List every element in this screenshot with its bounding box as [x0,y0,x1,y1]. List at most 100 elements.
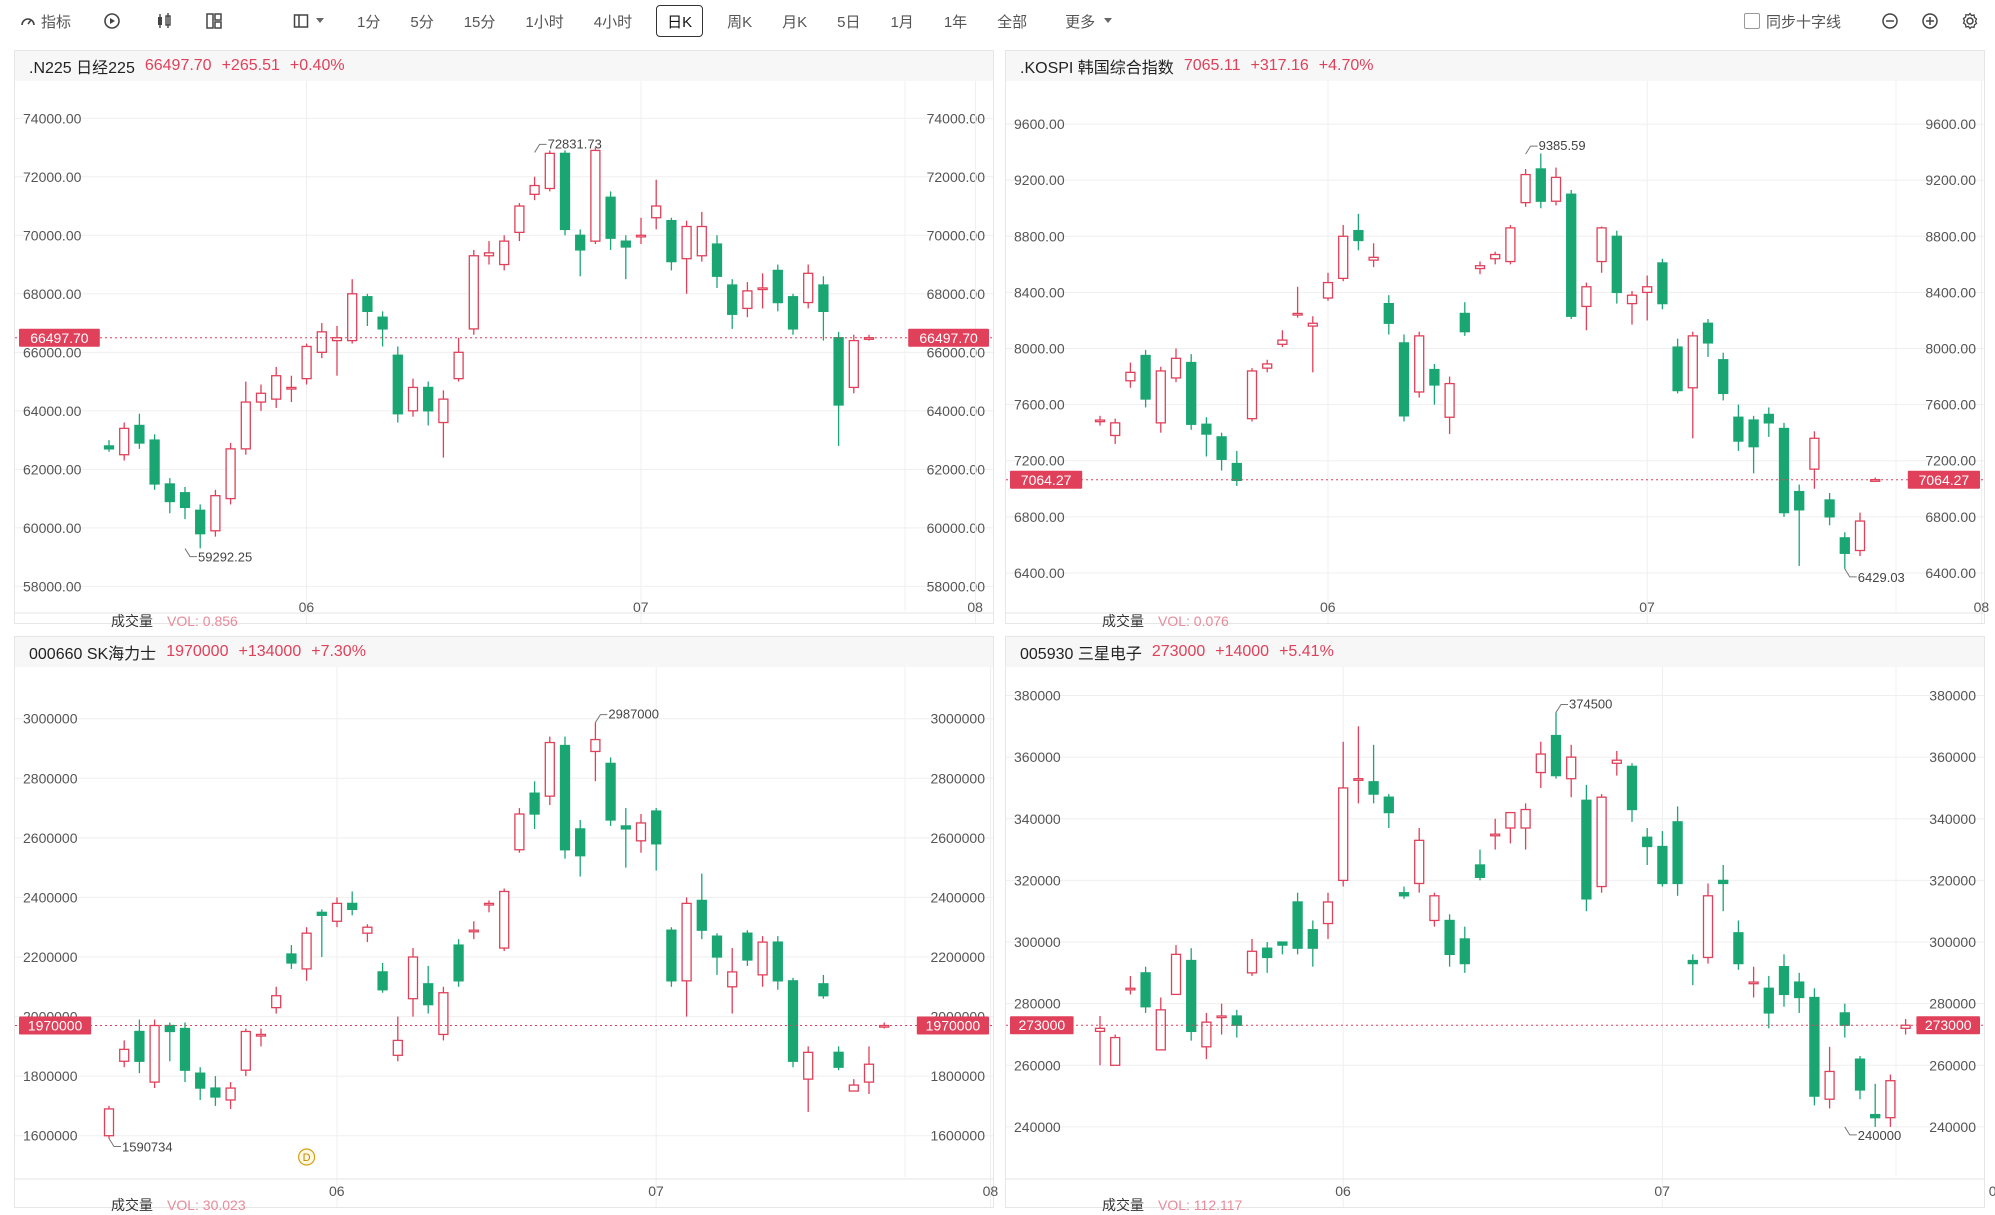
candle-body [1125,987,1136,991]
candle [1824,1046,1835,1109]
top-toolbar: 指标 1分 5分 15分 1小时 4小时 日K 周K 月K 5日 1月 1年 全部 更多 同步十字 [0,0,1995,42]
candle [1687,331,1698,439]
x-axis-month-label: 08 [1973,599,1990,615]
candle [1718,352,1729,401]
high-leader-line [1555,703,1568,713]
x-axis-month-label: 06 [1320,599,1336,615]
timeframe-1[interactable]: 5分 [410,13,434,31]
zoom-in-icon [1921,12,1939,30]
zoom-out-button[interactable] [1875,6,1905,36]
candle-body [1687,959,1698,965]
chart-panel-kospi[interactable]: .KOSPI 韩国综合指数 7065.11 +317.16 +4.70% 960… [1005,50,1989,629]
candle-body [103,1108,115,1137]
candle [1414,331,1425,398]
low-price-annotation: 240000 [1858,1128,1901,1143]
candle-body [438,992,449,1036]
y-tick-label-left: 62000.00 [23,461,82,477]
chart-panel-sk-hynix[interactable]: 000660 SK海力士 1970000 +134000 +7.30% 3000… [14,636,998,1213]
instrument-name: .KOSPI 韩国综合指数 [1020,60,1174,77]
candle-body [1368,781,1379,795]
candle-body [605,196,616,239]
candle-body [559,744,571,851]
grid-layout-icon [205,12,223,30]
candle [423,381,434,426]
candle-body [225,1087,236,1101]
y-tick-label-right: 300000 [1929,934,1976,950]
timeframe-9[interactable]: 1月 [890,13,914,31]
candle-body [271,375,282,400]
timeframe-5[interactable]: 日K [656,5,704,37]
y-tick-label-right: 6400.00 [1925,565,1976,581]
candle-body [149,1024,160,1083]
candle [119,422,130,461]
x-axis-month-label: 08 [1988,1183,1995,1199]
candle-body [833,1051,844,1068]
panel-header: 000660 SK海力士 1970000 +134000 +7.30% [15,637,993,667]
timeframe-6[interactable]: 周K [727,13,753,31]
candle-body [544,152,555,190]
chart-type-button[interactable] [149,6,179,36]
candle [1733,920,1744,970]
candle [651,179,662,230]
y-tick-label-left: 3000000 [23,711,78,727]
more-button[interactable]: 更多 [1059,6,1119,36]
candle-body [1626,765,1638,811]
candle-body [1748,981,1759,985]
candle [301,343,312,385]
candle [103,1105,115,1139]
x-axis-month-label: 08 [967,599,983,615]
y-tick-label-left: 8400.00 [1014,284,1065,300]
candle [1505,811,1516,844]
layout-button[interactable] [199,6,229,36]
candle [590,147,601,245]
candle-body [1353,230,1364,242]
sync-crosshair-checkbox[interactable]: 同步十字线 [1738,6,1847,36]
timeframe-8[interactable]: 5日 [837,13,861,31]
candle-body [1490,253,1501,260]
replay-button[interactable] [97,6,127,36]
timeframe-4[interactable]: 4小时 [593,13,633,31]
timeframe-10[interactable]: 1年 [943,13,968,31]
candle-body [1687,335,1698,389]
settings-button[interactable] [1955,6,1985,36]
chart-panel-n225[interactable]: .N225 日经225 66497.70 +265.51 +0.40% 7400… [14,50,994,629]
last-price: 66497.70 [144,57,212,74]
chevron-down-icon [315,17,325,25]
candle-body [1702,895,1714,959]
candle [711,933,723,975]
timeframe-2[interactable]: 15分 [463,13,496,31]
price-change-percent: +7.30% [311,643,366,660]
candle-body [1672,821,1683,885]
indicator-button[interactable]: 指标 [14,6,77,36]
candle [757,936,768,987]
candle [559,736,571,859]
candle [1672,806,1683,896]
candle-body [727,971,738,988]
candle [1155,366,1166,433]
zoom-in-button[interactable] [1915,6,1945,36]
event-marker-icon [298,1148,316,1166]
candle [1474,849,1486,881]
candle-body [1839,537,1850,554]
candle-body [1626,294,1638,305]
candle-body [620,825,631,830]
timeframe-3[interactable]: 1小时 [525,13,564,31]
y-tick-label-right: 3000000 [930,711,985,727]
candle [1094,1015,1106,1066]
price-change: +14000 [1215,643,1270,660]
chart-panel-samsung[interactable]: 005930 三星电子 273000 +14000 +5.41% 380000 3… [1005,636,1995,1213]
timeframe-0[interactable]: 1分 [357,13,381,31]
candle [1307,316,1318,373]
timeframe-7[interactable]: 月K [782,13,808,31]
candle-body [1885,1080,1896,1119]
candle [1672,338,1683,394]
timeframe-11[interactable]: 全部 [997,13,1028,31]
candle-body [544,741,555,797]
candle [879,1022,890,1029]
current-price-tag-right [1907,470,1980,489]
candle [134,413,145,449]
last-price: 7065.11 [1183,57,1241,74]
panel-select-button[interactable] [287,6,331,36]
more-label: 更多 [1065,13,1096,31]
candle-body [134,1030,145,1062]
